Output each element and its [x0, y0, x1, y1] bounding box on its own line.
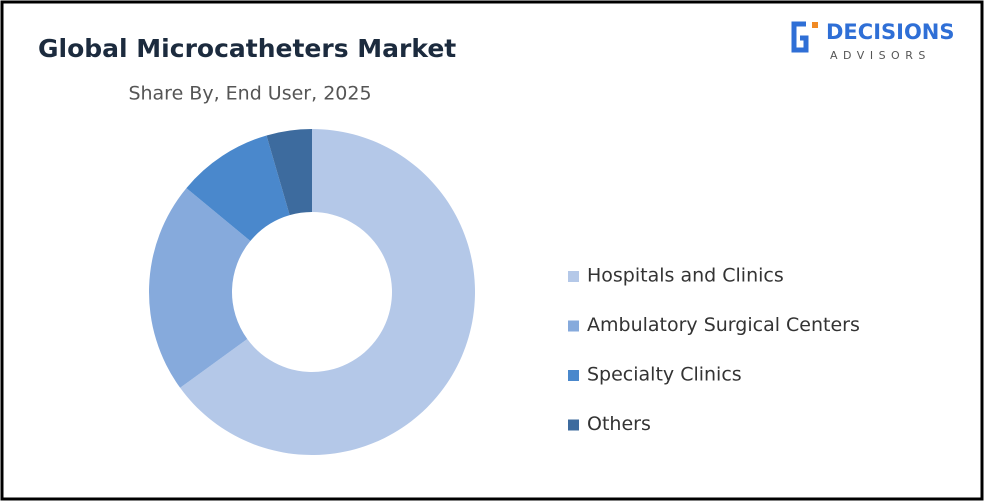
- logo-icon: [791, 21, 809, 53]
- logo-dot: [812, 22, 818, 28]
- logo-name: DECISIONS: [826, 20, 955, 44]
- chart-subtitle: Share By, End User, 2025: [128, 83, 371, 105]
- chart-title: Global Microcatheters Market: [38, 34, 456, 63]
- legend-swatch: [568, 271, 579, 282]
- legend-label: Specialty Clinics: [587, 364, 742, 386]
- logo: DECISIONS ADVISORS: [791, 20, 955, 62]
- slice: [149, 188, 251, 388]
- slice: [186, 135, 290, 242]
- slice: [266, 129, 312, 216]
- logo-tagline: ADVISORS: [830, 49, 931, 62]
- legend-swatch: [568, 320, 579, 332]
- legend-label: Hospitals and Clinics: [587, 265, 784, 287]
- legend-swatch: [568, 419, 579, 431]
- legend-label: Ambulatory Surgical Centers: [587, 314, 860, 336]
- legend-swatch: [568, 370, 579, 381]
- legend-label: Others: [587, 413, 651, 435]
- slice: [180, 129, 476, 456]
